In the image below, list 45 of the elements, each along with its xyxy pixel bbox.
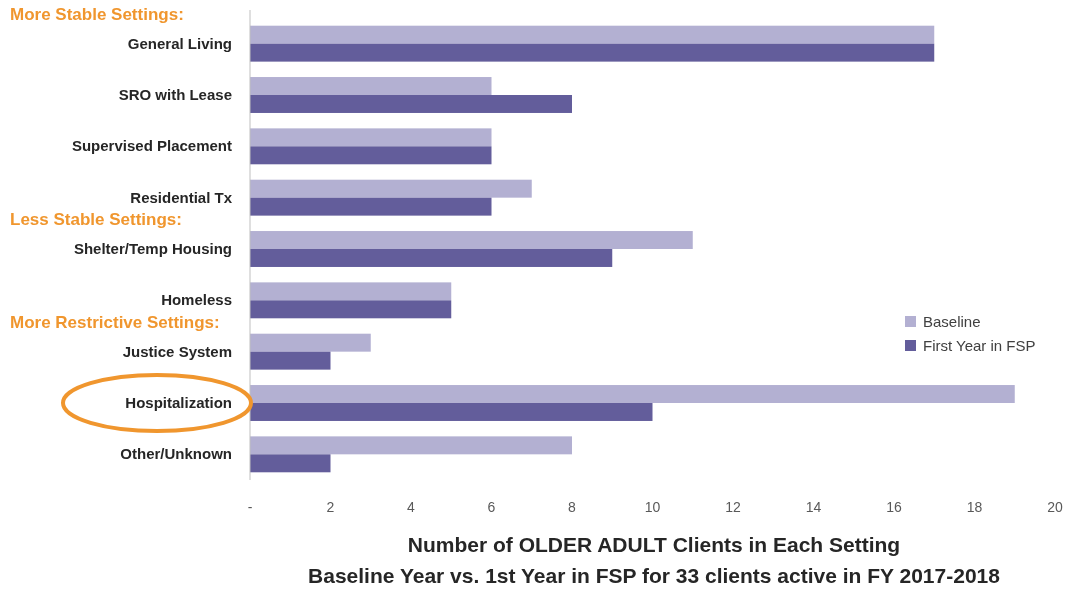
bar	[250, 300, 452, 319]
text: More Stable Settings:	[10, 4, 184, 24]
x-tick-label: 2	[326, 499, 335, 515]
x-tick-label: 4	[407, 499, 416, 515]
y-tick-label: Residential Tx	[130, 188, 233, 206]
x-tick-label: 18	[966, 499, 983, 515]
bar	[250, 128, 492, 147]
y-tick-label: Hospitalization	[125, 394, 232, 411]
x-tick-label: 20	[1047, 499, 1063, 515]
legend-label: Baseline	[923, 313, 981, 330]
bar	[250, 333, 371, 352]
y-tick-label: Justice System	[122, 342, 232, 360]
bar	[250, 436, 572, 455]
bar	[250, 231, 693, 249]
x-tick-label: 14	[805, 499, 822, 515]
bar	[250, 95, 572, 113]
bar	[250, 454, 331, 473]
x-tick-label: 16	[886, 499, 902, 515]
bar	[250, 351, 331, 370]
bar	[250, 282, 452, 301]
x-tick-label: 8	[568, 499, 577, 515]
bar	[250, 403, 653, 421]
y-tick-label: Supervised Placement	[71, 137, 232, 155]
bar	[250, 43, 935, 62]
text: Less Stable Settings:	[10, 210, 182, 230]
y-tick-label: Other/Unknown	[120, 445, 232, 463]
x-tick-label: -	[247, 499, 253, 515]
bar	[250, 25, 935, 44]
bar	[250, 146, 492, 165]
x-axis-title: Number of OLDER ADULT Clients in Each Setting	[407, 533, 901, 556]
bar	[250, 77, 492, 95]
bar	[250, 197, 492, 216]
y-tick-label: SRO with Lease	[118, 86, 232, 103]
x-tick-label: 6	[487, 499, 496, 515]
bar	[250, 179, 532, 198]
bar	[250, 385, 1015, 403]
bar	[250, 249, 613, 267]
text: Baseline Year vs. 1st Year in FSP for 33 clients active in FY 2017-2018	[308, 564, 1001, 587]
legend-label: First Year in FSP	[923, 337, 1036, 354]
y-tick-label: General Living	[127, 34, 232, 52]
y-tick-label: Homeless	[161, 291, 232, 309]
x-tick-label: 10	[644, 499, 661, 515]
text: More Restrictive Settings:	[10, 312, 220, 332]
x-tick-label: 12	[725, 499, 741, 515]
y-tick-label: Shelter/Temp Housing	[73, 240, 232, 257]
